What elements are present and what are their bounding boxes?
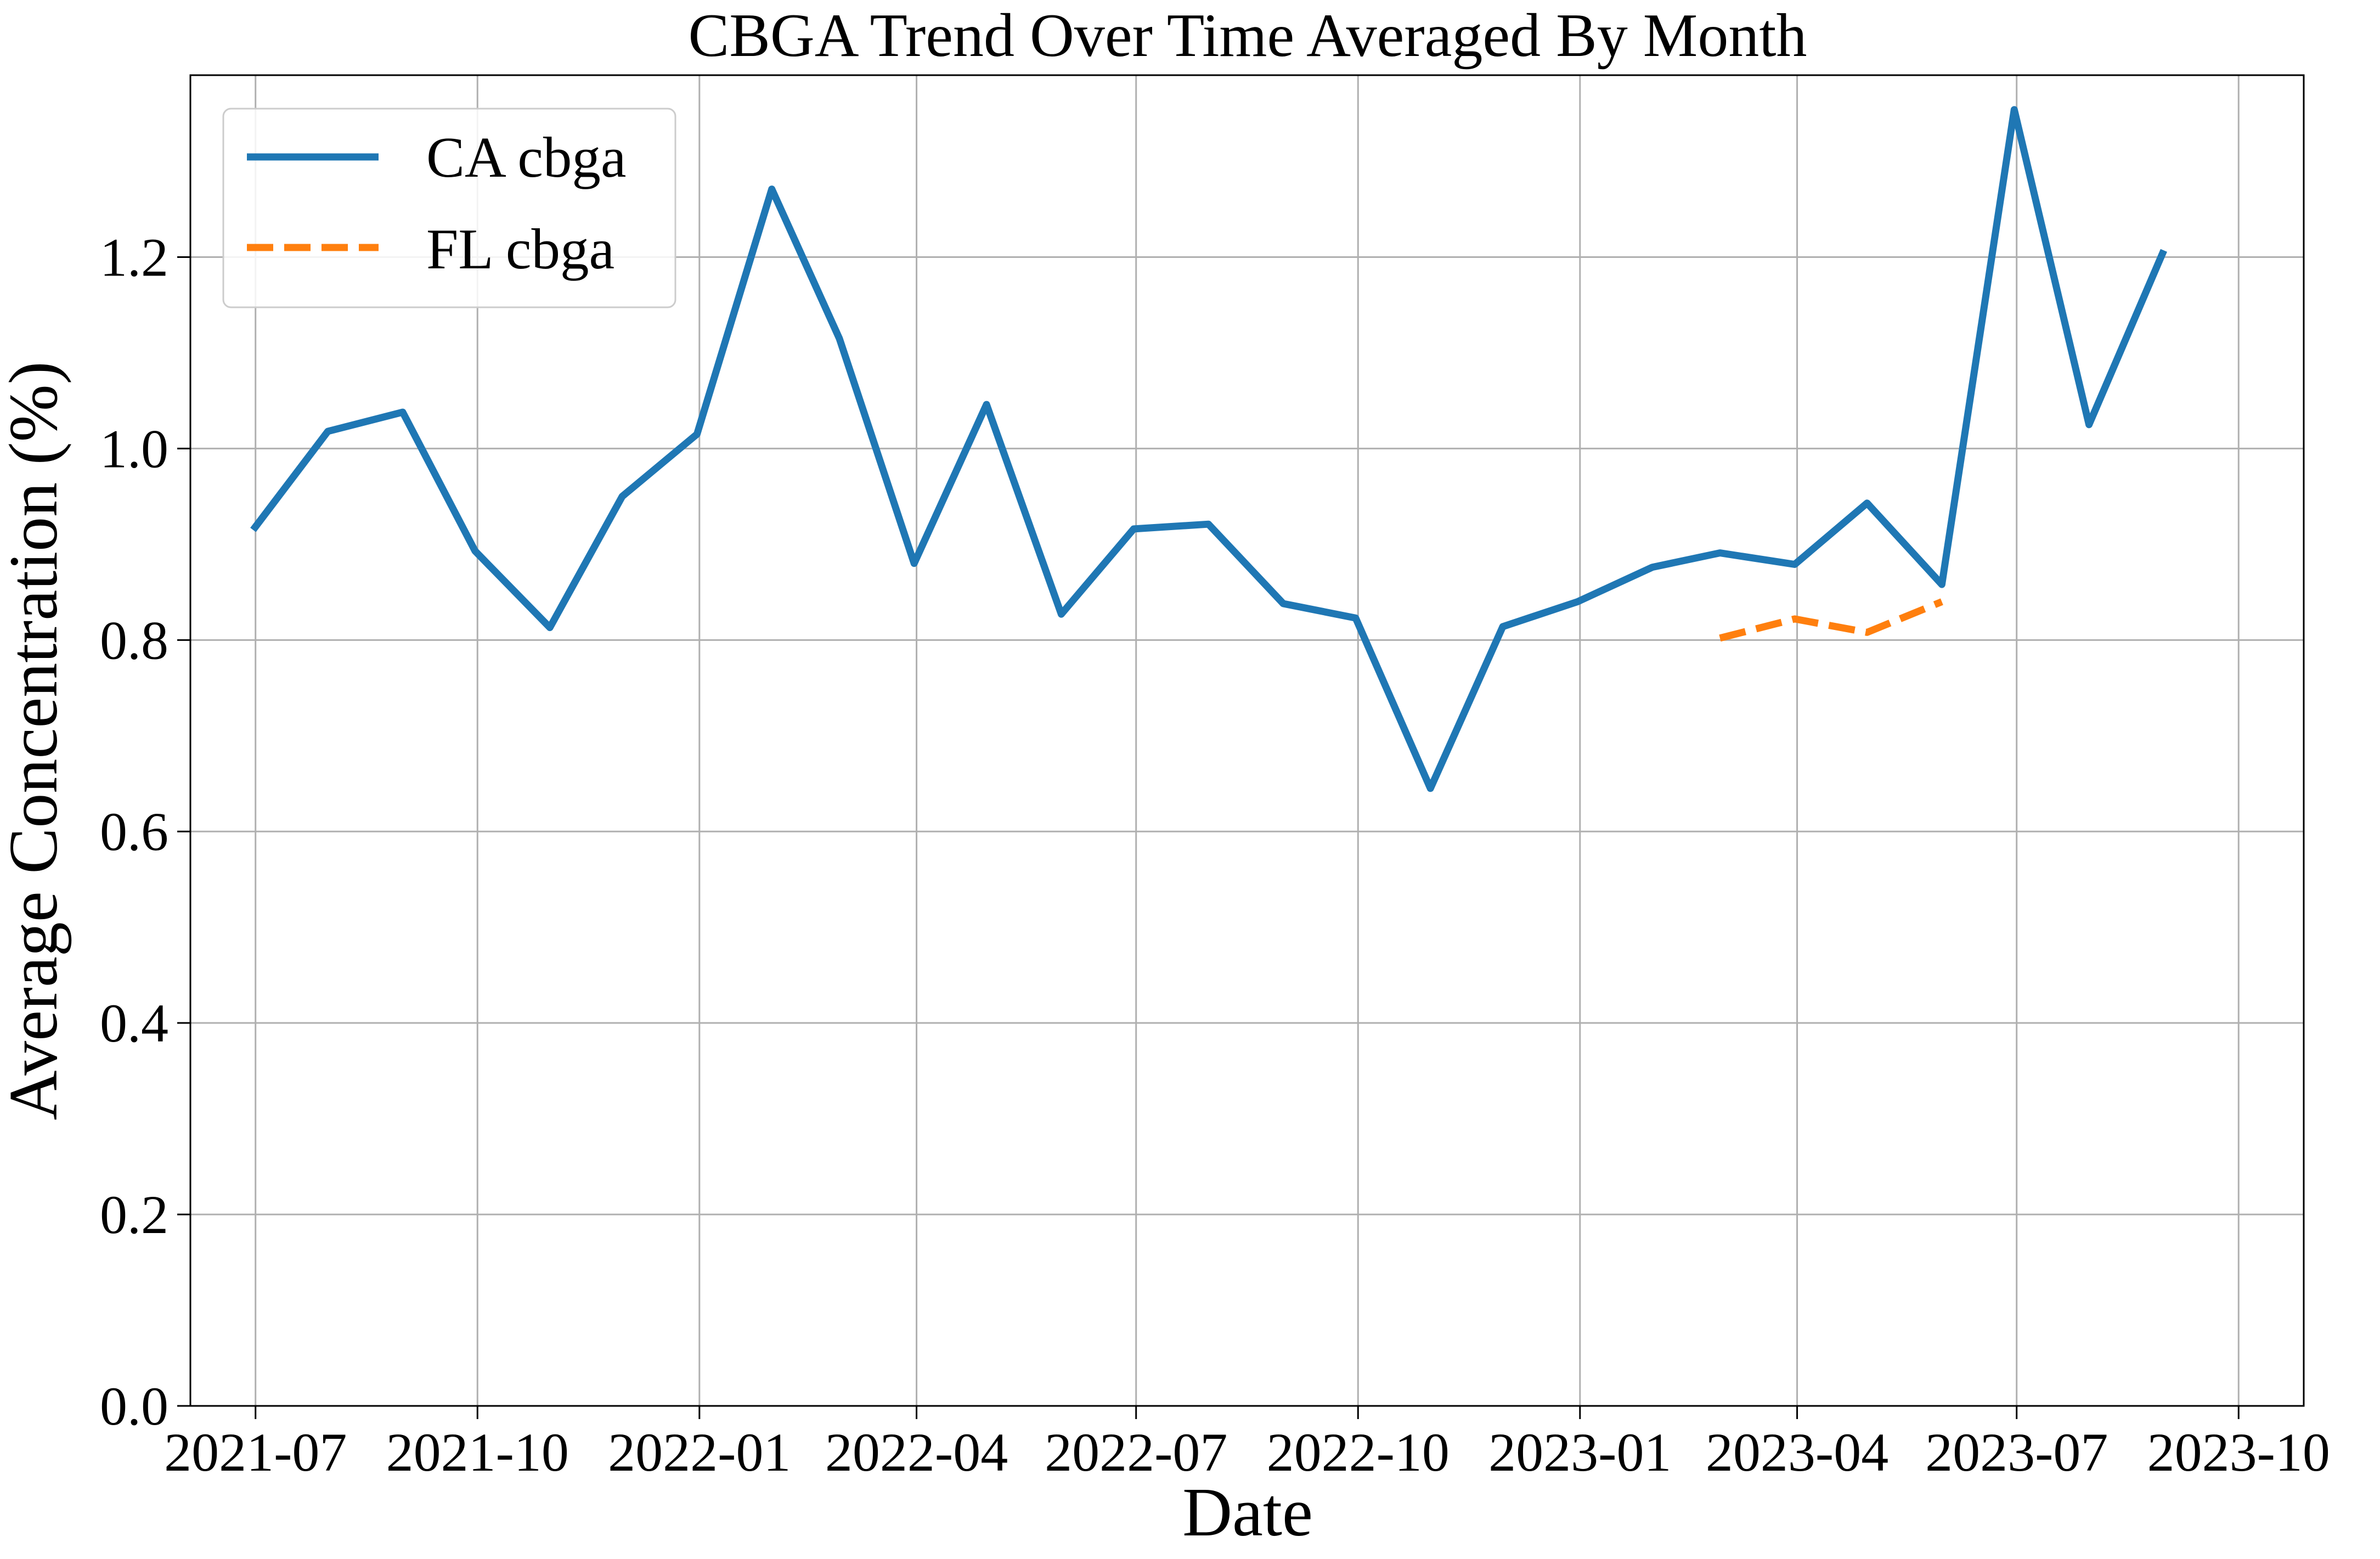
data-point [986,404,987,405]
data-point [1502,626,1503,627]
data-point [402,412,403,413]
data-point [1061,614,1062,615]
plot-frame [189,74,2305,1407]
y-tick-label: 0.8 [100,610,168,671]
y-tick-label: 1.2 [100,227,168,288]
data-point [1652,567,1653,568]
data-point [1719,638,1721,639]
data-point [1133,528,1134,530]
axis-ticks: 2021-07 2021-10 2022-01 2022-04 2022-07 2022-… [100,227,2330,1483]
y-tick-label: 0.2 [100,1184,168,1245]
data-point [1866,632,1868,633]
x-tick-label: 2021-07 [164,1422,347,1483]
x-tick-label: 2022-04 [825,1422,1008,1483]
series-line-fl-cbga [1719,598,1943,642]
data-point [1283,603,1284,604]
series-lines [250,106,2167,792]
x-tick-label: 2023-01 [1488,1422,1671,1483]
data-point [622,496,623,497]
data-point [2163,250,2164,251]
x-tick-label: 2023-07 [1925,1422,2108,1483]
data-point [252,530,253,531]
data-point [549,627,550,628]
data-point [328,431,329,432]
y-tick-label: 1.0 [100,418,168,479]
x-axis-label: Date [1182,1474,1313,1551]
x-tick-label: 2023-10 [2147,1422,2330,1483]
data-point [2089,424,2090,425]
data-point [475,550,476,551]
x-tick-label: 2023-04 [1706,1422,1888,1483]
series-line-ca-cbga [250,106,2167,792]
data-point [913,563,915,564]
data-point [1794,564,1795,565]
data-point [1941,601,1942,603]
legend: CA cbga FL cbga [222,108,676,308]
x-tick-label: 2022-10 [1267,1422,1450,1483]
data-point [839,338,840,339]
data-point [1794,618,1795,620]
x-tick-label: 2022-07 [1045,1422,1227,1483]
x-tick-label: 2022-01 [608,1422,791,1483]
y-tick-label: 0.6 [100,801,168,862]
data-point [1719,553,1721,554]
data-point [1866,503,1868,504]
data-point [1577,601,1578,603]
legend-label-fl-cbga: FL cbga [426,217,614,281]
y-tick-label: 0.0 [100,1376,168,1437]
chart-title: CBGA Trend Over Time Averaged By Month [689,2,1807,70]
data-point [1941,584,1942,585]
data-point [2014,109,2015,110]
x-tick-label: 2021-10 [386,1422,569,1483]
y-tick-label: 0.4 [100,993,168,1054]
legend-label-ca-cbga: CA cbga [426,125,627,189]
y-axis-label: Average Concentration (%) [0,361,72,1120]
data-point [1208,524,1209,525]
data-point [696,434,697,435]
data-point [771,189,772,190]
data-point [1430,788,1431,789]
data-point [1355,617,1356,618]
